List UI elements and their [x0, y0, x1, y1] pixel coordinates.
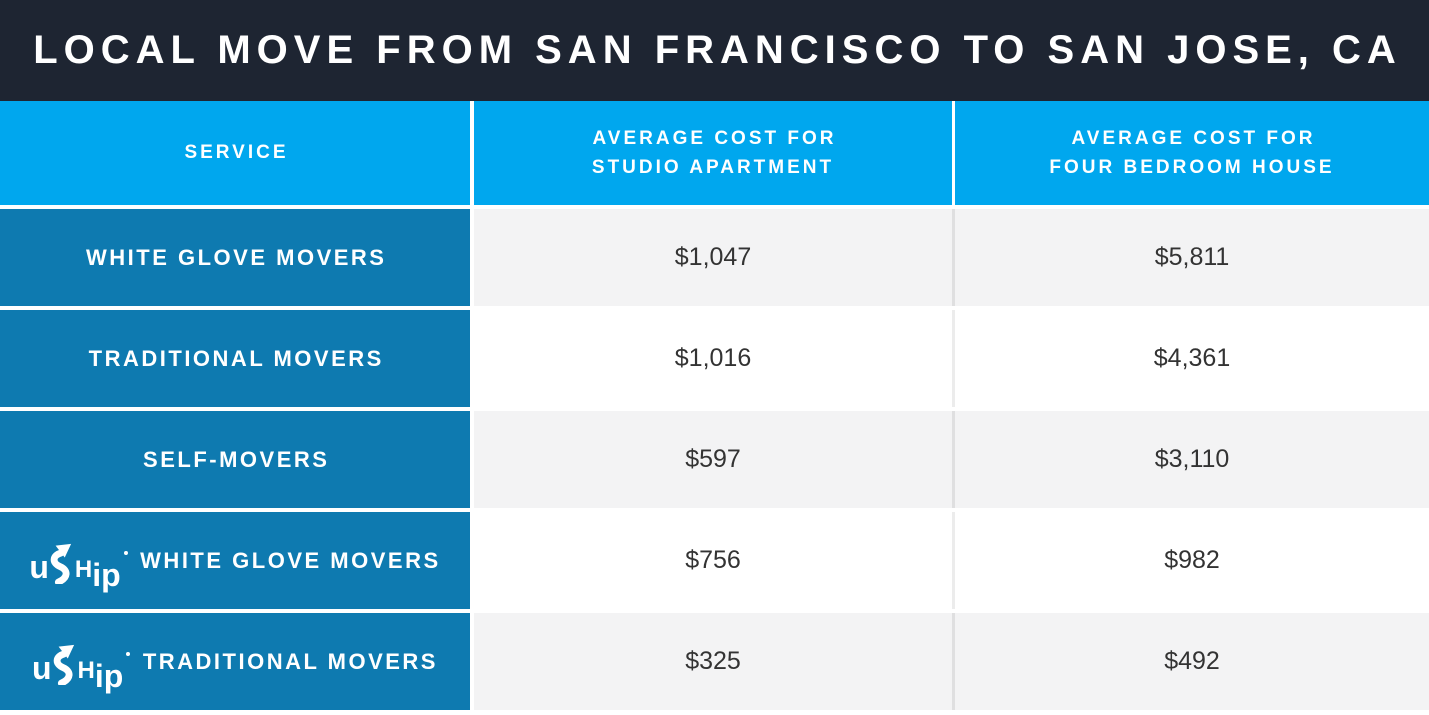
uship-logo: u H ip [32, 643, 131, 692]
column-divider [952, 209, 955, 306]
studio-cost-value: $756 [685, 546, 741, 574]
column-gap [470, 411, 474, 508]
header-studio-cell: AVERAGE COST FOR STUDIO APARTMENT [474, 101, 952, 205]
service-cell: SELF-MOVERS [0, 411, 470, 508]
studio-cost-value: $1,016 [674, 344, 752, 372]
column-gap [470, 101, 474, 205]
service-label: TRADITIONAL MOVERS [88, 345, 384, 371]
column-divider [952, 613, 955, 710]
studio-cost-cell: $756 [474, 512, 952, 609]
four-bedroom-cost-value: $982 [1164, 546, 1220, 574]
table-row: u H ip WHITE GLOVE MOVERS $756 $982 [0, 512, 1429, 609]
header-studio-line1: AVERAGE COST FOR [592, 127, 837, 149]
four-bedroom-cost-cell: $5,811 [955, 209, 1429, 306]
column-divider [952, 512, 955, 609]
column-gap [470, 209, 474, 306]
uship-logo: u H ip [29, 542, 128, 591]
four-bedroom-cost-cell: $982 [955, 512, 1429, 609]
header-service-label: SERVICE [184, 142, 289, 164]
column-gap [470, 613, 474, 710]
table-body: WHITE GLOVE MOVERS $1,047 $5,811 TRADITI… [0, 209, 1429, 710]
four-bedroom-cost-value: $4,361 [1153, 344, 1231, 372]
header-studio-line2: STUDIO APARTMENT [591, 157, 835, 178]
uship-trademark-dot [126, 651, 131, 656]
uship-trademark-dot [123, 550, 128, 555]
uship-logo-letters-ip: ip [94, 657, 124, 694]
four-bedroom-cost-cell: $4,361 [955, 310, 1429, 407]
column-divider [952, 411, 955, 508]
header-service-cell: SERVICE [0, 101, 470, 205]
studio-cost-value: $597 [685, 445, 741, 473]
four-bedroom-cost-value: $492 [1164, 647, 1220, 675]
column-gap [952, 101, 955, 205]
header-four-line1: AVERAGE COST FOR [1071, 127, 1316, 149]
table-row: TRADITIONAL MOVERS $1,016 $4,361 [0, 310, 1429, 407]
four-bedroom-cost-value: $5,811 [1154, 243, 1230, 271]
service-cell: WHITE GLOVE MOVERS [0, 209, 470, 306]
service-cell: u H ip TRADITIONAL MOVERS [0, 613, 470, 710]
service-cell: TRADITIONAL MOVERS [0, 310, 470, 407]
page-title: LOCAL MOVE FROM SAN FRANCISCO TO SAN JOS… [33, 28, 1402, 72]
header-four-bedroom-label: AVERAGE COST FOR FOUR BEDROOM HOUSE [1049, 124, 1334, 183]
four-bedroom-cost-value: $3,110 [1154, 445, 1230, 473]
service-label: WHITE GLOVE MOVERS [140, 547, 441, 573]
service-label: WHITE GLOVE MOVERS [86, 244, 387, 270]
uship-logo-letter-u: u [32, 649, 52, 686]
uship-logo-letter-u: u [29, 548, 49, 585]
table-row: SELF-MOVERS $597 $3,110 [0, 411, 1429, 508]
table-row: u H ip TRADITIONAL MOVERS $325 $492 [0, 613, 1429, 710]
header-studio-label: AVERAGE COST FOR STUDIO APARTMENT [590, 124, 837, 183]
uship-s-arrow-icon [53, 644, 74, 685]
studio-cost-value: $325 [685, 647, 741, 675]
service-label: SELF-MOVERS [143, 446, 330, 472]
header-four-line2: FOUR BEDROOM HOUSE [1049, 157, 1335, 178]
service-label: TRADITIONAL MOVERS [142, 648, 438, 674]
header-four-bedroom-cell: AVERAGE COST FOR FOUR BEDROOM HOUSE [955, 101, 1429, 205]
service-cell: u H ip WHITE GLOVE MOVERS [0, 512, 470, 609]
studio-cost-cell: $1,016 [474, 310, 952, 407]
column-divider [952, 310, 955, 407]
studio-cost-cell: $597 [474, 411, 952, 508]
studio-cost-value: $1,047 [674, 243, 752, 271]
table-header-row: SERVICE AVERAGE COST FOR STUDIO APARTMEN… [0, 101, 1429, 205]
column-gap [470, 310, 474, 407]
uship-logo-letter-h: H [74, 555, 93, 583]
studio-cost-cell: $325 [474, 613, 952, 710]
uship-s-arrow-icon [50, 543, 72, 584]
four-bedroom-cost-cell: $492 [955, 613, 1429, 710]
studio-cost-cell: $1,047 [474, 209, 952, 306]
column-gap [470, 512, 474, 609]
four-bedroom-cost-cell: $3,110 [955, 411, 1429, 508]
uship-logo-letter-h: H [77, 656, 95, 684]
title-banner: LOCAL MOVE FROM SAN FRANCISCO TO SAN JOS… [0, 0, 1429, 101]
table-row: WHITE GLOVE MOVERS $1,047 $5,811 [0, 209, 1429, 306]
uship-logo-letters-ip: ip [92, 556, 121, 593]
